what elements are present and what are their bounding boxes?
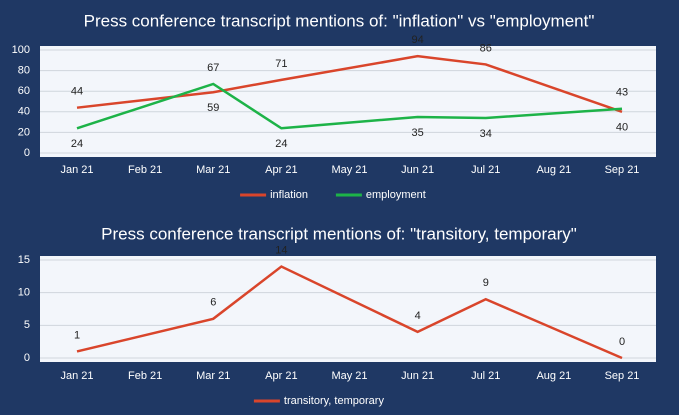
y-tick-label: 0	[24, 352, 30, 364]
data-label: 9	[483, 277, 489, 289]
y-tick-label: 5	[24, 319, 30, 331]
data-label: 35	[412, 127, 424, 139]
legend-label: inflation	[270, 189, 308, 201]
data-label: 24	[275, 138, 287, 150]
data-label: 6	[210, 297, 216, 309]
data-label: 67	[207, 62, 219, 74]
data-label: 94	[412, 34, 424, 46]
data-label: 4	[415, 310, 421, 322]
data-label: 14	[275, 244, 287, 256]
x-tick-label: Apr 21	[265, 370, 297, 382]
chart-title: Press conference transcript mentions of:…	[101, 224, 577, 243]
x-tick-label: May 21	[331, 370, 367, 382]
x-tick-label: May 21	[331, 164, 367, 176]
x-tick-label: Aug 21	[536, 164, 571, 176]
line-series	[76, 265, 623, 360]
y-tick-label: 0	[24, 147, 30, 159]
x-tick-label: Jul 21	[471, 164, 500, 176]
x-tick-label: Mar 21	[196, 370, 230, 382]
chart-title: Press conference transcript mentions of:…	[84, 11, 595, 30]
x-tick-label: Feb 21	[128, 370, 162, 382]
x-tick-label: Sep 21	[605, 370, 640, 382]
data-label: 44	[71, 86, 83, 98]
x-tick-label: Feb 21	[128, 164, 162, 176]
y-tick-label: 80	[18, 65, 30, 77]
x-tick-label: Jun 21	[401, 164, 434, 176]
plot-area	[40, 46, 656, 157]
plot-area	[40, 256, 656, 362]
x-tick-label: Mar 21	[196, 164, 230, 176]
data-label: 40	[616, 122, 628, 134]
line-series	[76, 54, 623, 113]
x-tick-label: Jun 21	[401, 370, 434, 382]
data-label: 71	[275, 58, 287, 70]
y-tick-label: 60	[18, 85, 30, 97]
data-label: 59	[207, 102, 219, 114]
x-tick-label: Apr 21	[265, 164, 297, 176]
y-tick-label: 10	[18, 287, 30, 299]
x-tick-label: Jan 21	[60, 164, 93, 176]
y-tick-label: 40	[18, 106, 30, 118]
data-label: 24	[71, 138, 83, 150]
data-label: 1	[74, 329, 80, 341]
data-label: 43	[616, 87, 628, 99]
y-tick-label: 20	[18, 126, 30, 138]
y-tick-label: 15	[18, 254, 30, 266]
y-tick-label: 100	[12, 44, 30, 56]
x-tick-label: Sep 21	[605, 164, 640, 176]
x-tick-label: Aug 21	[536, 370, 571, 382]
legend-label: transitory, temporary	[284, 395, 385, 407]
x-tick-label: Jan 21	[60, 370, 93, 382]
data-label: 34	[480, 128, 492, 140]
line-series	[76, 82, 623, 130]
data-label: 86	[480, 42, 492, 54]
x-tick-label: Jul 21	[471, 370, 500, 382]
legend-label: employment	[366, 189, 426, 201]
data-label: 0	[619, 336, 625, 348]
